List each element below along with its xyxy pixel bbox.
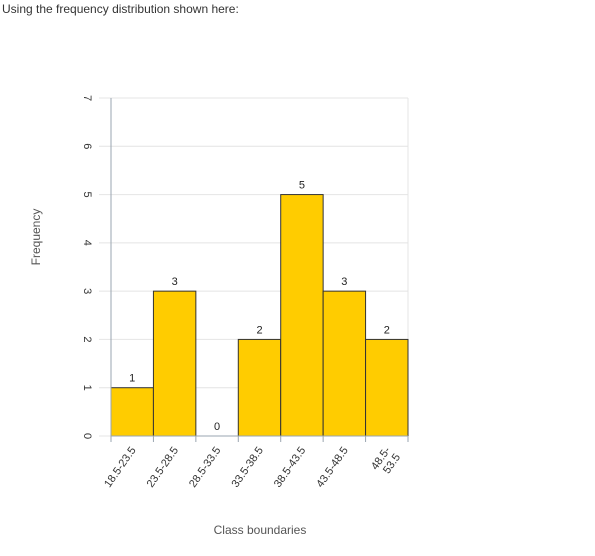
y-tick-label: 5	[81, 192, 93, 198]
bar	[280, 194, 324, 437]
bars	[110, 194, 409, 437]
data-labels: 1 3 0 2 5 3 2	[129, 180, 390, 433]
data-label: 1	[129, 373, 135, 385]
y-axis-title: Frequency	[29, 209, 43, 266]
y-tick-label: 0	[81, 433, 93, 439]
x-category-label: 43.5-48.5	[314, 445, 350, 490]
bar	[365, 338, 409, 437]
bar	[322, 290, 367, 437]
x-category-label: 33.5-38.5	[229, 445, 265, 490]
bar	[152, 290, 197, 437]
x-axis-title: Class boundaries	[214, 523, 307, 537]
axes	[110, 98, 409, 442]
data-label: 2	[256, 324, 262, 336]
data-label: 3	[341, 276, 347, 288]
y-tick-label: 3	[81, 288, 93, 294]
data-label: 5	[299, 180, 305, 192]
x-category-label: 48.5-53.5	[369, 445, 403, 480]
data-label: 3	[172, 276, 178, 288]
bar	[110, 387, 154, 437]
data-label: 0	[214, 421, 220, 433]
x-category-label: 38.5-43.5	[272, 445, 308, 490]
y-tick-label: 1	[81, 385, 93, 391]
x-category-label: 23.5-28.5	[145, 445, 181, 490]
x-category-labels: 18.5-23.5 23.5-28.5 28.5-33.5 33.5-38.5 38.5…	[102, 445, 403, 490]
prompt-text: Using the frequency distribution shown h…	[2, 2, 239, 16]
y-tick-label: 4	[81, 240, 93, 246]
y-tick-labels: 0 1 2 3 4 5 6 7	[81, 95, 93, 439]
bar	[237, 338, 282, 437]
x-category-label: 28.5-33.5	[187, 445, 223, 490]
y-tick-label: 2	[81, 336, 93, 342]
y-tick-label: 6	[81, 143, 93, 149]
x-category-label: 18.5-23.5	[102, 445, 138, 490]
y-tick-label: 7	[81, 95, 93, 101]
data-label: 2	[384, 324, 390, 336]
